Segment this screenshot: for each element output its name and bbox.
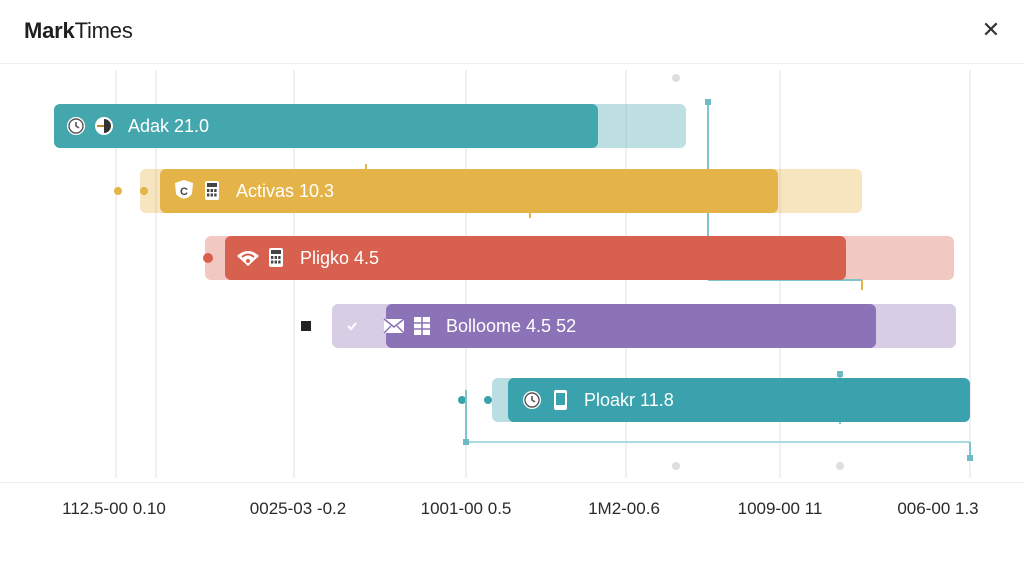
bar-label: Pligko 4.5 [300,248,379,268]
time-axis: 112.5-00 0.10 0025-03 -0.2 1001-00 0.5 1M2-… [62,499,978,518]
header-bar: MarkTimes ✕ [0,0,1024,64]
half-circle-icon [95,117,113,135]
check-icon [347,322,357,331]
phone-icon [554,390,567,410]
axis-tick-label: 0025-03 -0.2 [250,499,346,518]
grid-marker [836,462,844,470]
connector-node [463,439,469,445]
window-title: MarkTimes [24,18,133,44]
close-icon: ✕ [981,18,1001,43]
connector-node [967,455,973,461]
marker-square [301,321,311,331]
grid-icon [414,317,430,335]
timeline-bar[interactable]: C Activas 10.3 [160,169,778,213]
axis-tick-label: 112.5-00 0.10 [62,499,166,518]
marker-dot [484,396,492,404]
marker-dot [114,187,122,195]
axis-baseline [0,482,1024,483]
axis-tick-label: 1009-00 11 [738,499,823,518]
timeline-bar[interactable]: Ploakr 11.8 [508,378,970,422]
bar-label: Activas 10.3 [236,181,334,201]
clock-icon [67,117,85,135]
title-rest: Times [74,18,133,43]
axis-tick-label: 1M2-00.6 [588,499,660,518]
bar-label: Adak 21.0 [128,116,209,136]
calculator-icon [269,248,283,267]
calculator-icon [205,181,219,200]
close-button[interactable]: ✕ [978,18,1004,44]
marker-dot [203,253,213,263]
title-bold: Mark [24,18,75,43]
bar-label: Bolloome 4.5 52 [446,316,576,336]
mail-icon [383,318,405,334]
grid-marker [672,74,680,82]
shield-icon: C [175,180,193,199]
wifi-icon [237,251,259,266]
timeline-bar[interactable]: Bolloome 4.5 52 [383,304,876,348]
connector-node [705,99,711,105]
grid-marker [672,462,680,470]
clock-icon [523,391,541,409]
timeline-bar[interactable]: Pligko 4.5 [225,236,846,280]
svg-text:C: C [180,186,188,198]
marker-dot [458,396,466,404]
axis-tick-label: 1001-00 0.5 [421,499,512,518]
marker-dot [140,187,148,195]
timeline-bars: Adak 21.0 C Activas 10.3 Pligko 4.5 Bolloome… [54,104,970,422]
connector-node [837,371,843,377]
axis-tick-label: 006-00 1.3 [897,499,978,518]
timeline-bar[interactable]: Adak 21.0 [54,104,598,148]
bar-label: Ploakr 11.8 [584,390,674,410]
